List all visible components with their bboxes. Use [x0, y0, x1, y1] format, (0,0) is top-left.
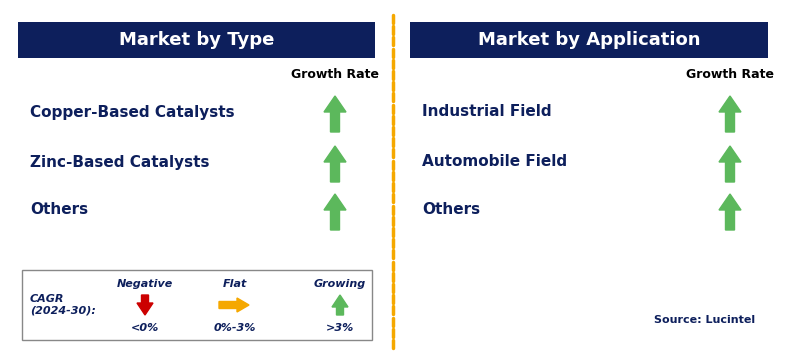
Text: Growing: Growing [314, 279, 366, 289]
Text: Others: Others [30, 203, 88, 218]
Text: Market by Type: Market by Type [119, 31, 274, 49]
Text: Copper-Based Catalysts: Copper-Based Catalysts [30, 105, 235, 120]
FancyArrow shape [324, 96, 346, 132]
Text: Growth Rate: Growth Rate [291, 68, 379, 82]
Text: 0%-3%: 0%-3% [214, 323, 256, 333]
Text: Growth Rate: Growth Rate [686, 68, 774, 82]
FancyArrow shape [719, 194, 741, 230]
Text: Flat: Flat [222, 279, 247, 289]
Text: <0%: <0% [131, 323, 159, 333]
Text: Source: Lucintel: Source: Lucintel [654, 315, 755, 325]
Text: Zinc-Based Catalysts: Zinc-Based Catalysts [30, 155, 210, 169]
Bar [22, 270, 372, 340]
Text: Automobile Field: Automobile Field [422, 155, 567, 169]
Text: >3%: >3% [326, 323, 354, 333]
FancyArrow shape [324, 194, 346, 230]
FancyArrow shape [219, 298, 249, 312]
Bar [18, 22, 375, 58]
FancyArrow shape [137, 295, 153, 315]
Text: CAGR
(2024-30):: CAGR (2024-30): [30, 294, 96, 316]
Bar [410, 22, 768, 58]
FancyArrow shape [332, 295, 348, 315]
FancyArrow shape [324, 146, 346, 182]
FancyArrow shape [719, 146, 741, 182]
Text: Industrial Field: Industrial Field [422, 105, 552, 120]
Text: Negative: Negative [117, 279, 173, 289]
FancyArrow shape [719, 96, 741, 132]
Text: Others: Others [422, 203, 480, 218]
Text: Market by Application: Market by Application [478, 31, 700, 49]
